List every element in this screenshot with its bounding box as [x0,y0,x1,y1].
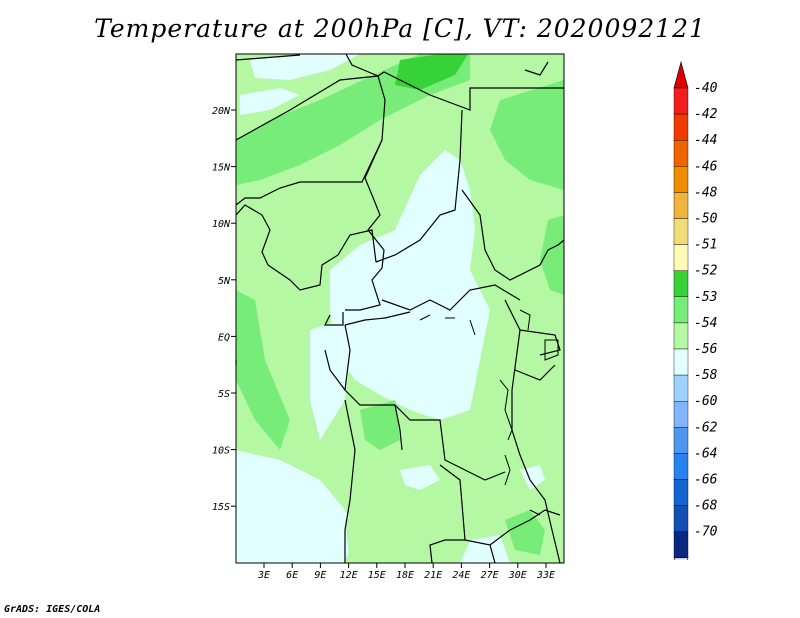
dark-band-northeast [490,80,564,190]
lon-label: 24E [452,570,470,581]
legend-label: -52 [694,264,718,279]
lat-label: EQ [218,332,230,343]
lat-label: 10S [212,446,230,457]
green-patch-se [505,510,545,555]
map-title: Temperature at 200hPa [C], VT: 202009212… [94,14,706,43]
lon-label: 30E [508,570,527,581]
legend-swatch [673,505,689,532]
lat-label: 5S [218,389,230,400]
color-legend: -40 -42 -44 -46 -48 -50 -51 -52 -53 -54 -56 -58 -60 -… [673,60,718,560]
legend-label: -62 [694,420,718,435]
map-frame [235,53,565,564]
legend-label: -58 [694,368,718,383]
lon-label: 3E [257,570,270,581]
legend-swatch [673,374,689,402]
legend-swatch [673,453,689,480]
lat-label: 15N [212,163,231,174]
legend-label: -54 [694,316,717,331]
lat-label: 20N [212,106,231,117]
legend-swatch [673,427,689,454]
legend-label: -51 [694,238,717,253]
grads-credit: GrADS: IGES/COLA [4,604,101,615]
legend-label: -40 [694,81,718,96]
lon-label: 18E [396,570,414,581]
dark-core-north [395,54,468,90]
legend-label: -53 [694,290,717,305]
dark-band-ne2 [236,150,280,180]
light-south-spot [400,465,440,490]
legend-swatch [673,401,689,428]
legend-label: -44 [694,133,717,148]
map-panel: 20N 15N 10N 5N EQ 5S 10S 15S 3E 6E 9E 12E 15E 18E 21E… [212,53,565,581]
legend-swatch [673,244,689,271]
light-top-left [240,88,300,115]
mid-green-south [345,505,470,563]
dark-band-east [540,215,564,295]
country-borders [235,53,565,564]
legend-swatch [673,166,689,193]
legend-swatch [673,531,689,559]
legend-label: -48 [694,185,718,200]
legend-swatch [673,113,689,141]
light-central [330,150,490,420]
legend-swatch [673,218,689,245]
legend-swatch [673,192,689,219]
lat-label: 10N [212,219,231,230]
lon-label: 6E [286,570,298,581]
legend-label: -60 [694,394,718,409]
legend-label: -46 [694,159,718,174]
lon-label: 21E [424,570,442,581]
temperature-field [236,54,564,563]
dark-band-west [236,290,290,450]
legend-label: -68 [694,499,718,514]
longitude-axis: 3E 6E 9E 12E 15E 18E 21E 24E 27E 30E 33E [257,563,555,581]
lon-label: 15E [368,570,386,581]
lon-label: 33E [536,570,555,581]
legend-swatch [673,139,689,167]
legend-swatch [673,270,689,297]
light-central-west [310,320,350,440]
legend-label: -64 [694,446,717,461]
green-patch-sw [360,400,400,450]
legend-swatch [673,296,689,324]
lon-label: 27E [481,570,499,581]
legend-bottom-arrow [673,557,689,560]
lon-label: 9E [314,570,326,581]
lat-label: 5N [218,276,231,287]
legend-swatch [673,322,689,350]
legend-top-arrow [673,60,689,89]
legend-swatch [673,87,689,115]
legend-label: -42 [694,107,718,122]
latitude-axis: 20N 15N 10N 5N EQ 5S 10S 15S [212,106,236,513]
lakes [419,309,559,516]
legend-label: -50 [694,212,718,227]
light-south [236,450,355,563]
legend-label: -56 [694,342,718,357]
lat-label: 15S [212,502,230,513]
lon-label: 12E [340,570,358,581]
light-top-strip [250,54,360,80]
legend-label: -66 [694,473,718,488]
legend-label: -70 [694,525,718,540]
legend-swatch [673,348,689,376]
legend-swatch [673,479,689,506]
